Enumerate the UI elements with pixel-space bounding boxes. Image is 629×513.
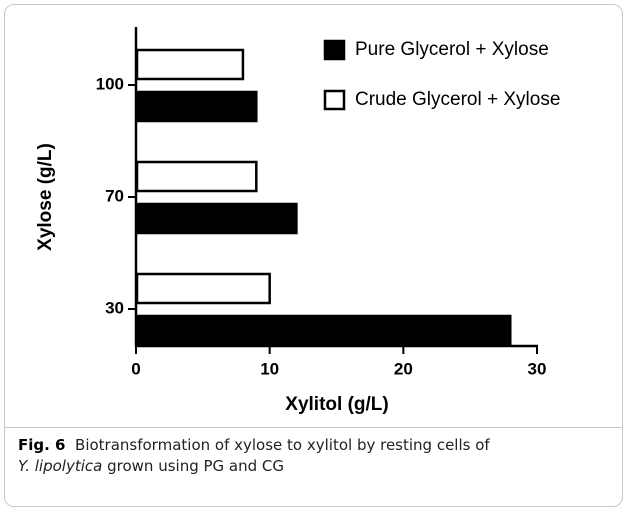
bar [135,314,512,347]
legend-label: Crude Glycerol + Xylose [355,89,560,110]
legend-swatch [323,39,346,61]
caption: Fig. 6 Biotransformation of xylose to xy… [18,435,498,477]
bar [135,202,298,235]
bar [135,48,245,81]
y-axis-title: Xylose (g/L) [35,143,56,251]
caption-text: Biotransformation of xylose to xylitol b… [75,436,490,454]
bar [135,90,258,123]
legend-label: Pure Glycerol + Xylose [355,39,549,60]
x-tick-label: 20 [394,359,413,378]
legend-swatch [323,89,346,111]
caption-label: Fig. 6 [18,436,66,454]
bar [135,160,258,193]
bar [135,272,271,305]
caption-species: Y. lipolytica [18,457,103,475]
y-tick-label: 100 [96,74,124,93]
caption-text: grown using PG and CG [107,457,285,475]
chart: Xylitol (g/L) Xylose (g/L) 30 70 100 0 10 20 3… [35,27,560,415]
x-tick-label: 0 [131,359,140,378]
x-tick-label: 10 [260,359,279,378]
x-axis-title: Xylitol (g/L) [285,394,388,415]
figure-frame: Xylitol (g/L) Xylose (g/L) 30 70 100 0 10 20 3… [4,4,623,507]
y-tick-label: 30 [105,298,124,317]
caption-divider [5,427,622,428]
y-tick-label: 70 [105,186,124,205]
x-tick-label: 30 [528,359,547,378]
